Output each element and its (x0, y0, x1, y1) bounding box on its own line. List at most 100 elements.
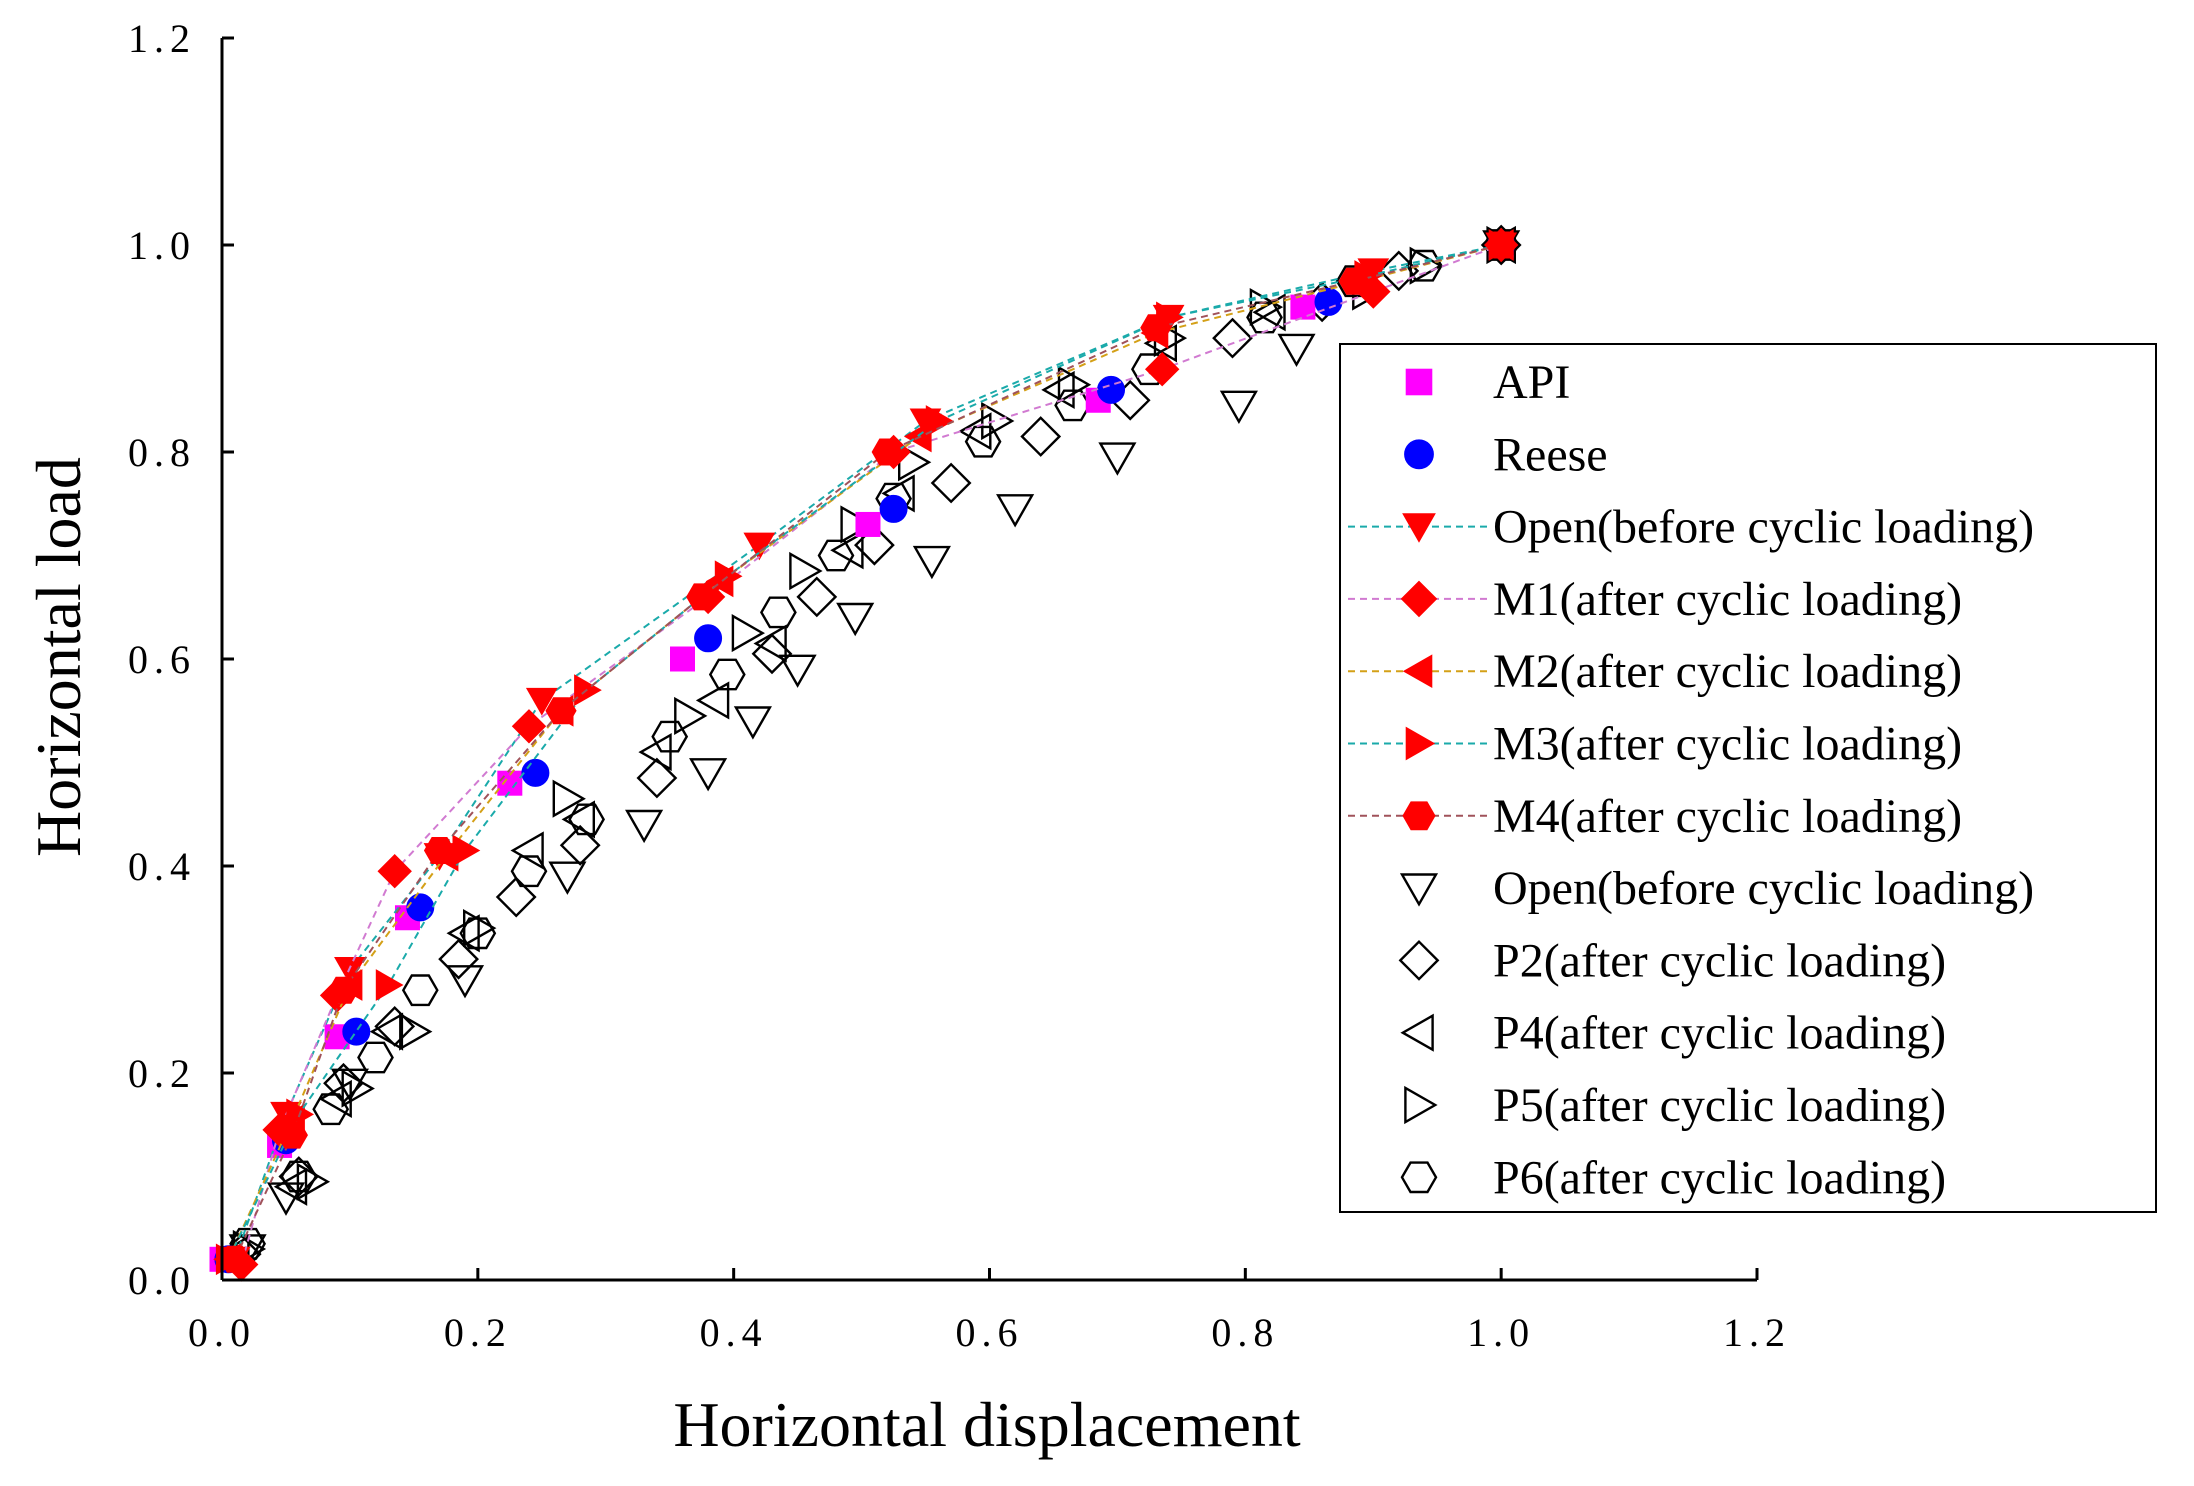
x-tick-label: 0.0 (188, 1310, 256, 1355)
data-point (559, 824, 601, 866)
data-point (760, 596, 797, 629)
legend-marker (1402, 801, 1436, 831)
legend-item: Reese (1404, 428, 1608, 481)
series-2 (218, 232, 1518, 1275)
data-point (1097, 375, 1126, 404)
data-point (369, 1012, 404, 1051)
y-axis-title: Horizontal load (23, 457, 94, 857)
legend-label: M1(after cyclic loading) (1493, 573, 1962, 626)
axes: 0.0 0.2 0.4 0.6 0.8 1.0 1.2 0.0 0.2 0.4 0.6 0.8 1.0 1… (128, 16, 1791, 1355)
data-point (511, 709, 547, 744)
x-tick-label: 1.0 (1467, 1310, 1535, 1355)
data-point (219, 1245, 251, 1273)
data-point (731, 614, 766, 653)
data-point (459, 917, 497, 950)
data-point (778, 654, 817, 688)
data-point (981, 401, 1015, 441)
legend-marker (1400, 580, 1438, 618)
data-point (561, 800, 595, 839)
legend-label: API (1493, 356, 1570, 409)
legend-label: P2(after cyclic loading) (1493, 934, 1946, 987)
legend-item: P5(after cyclic loading) (1404, 1079, 1946, 1132)
x-tick-label: 0.8 (1211, 1310, 1279, 1355)
data-point (636, 757, 678, 799)
legend-marker (1402, 513, 1436, 543)
data-point (694, 624, 723, 653)
data-point (280, 1160, 318, 1193)
legend-item: Open(before cyclic loading) (1348, 501, 2034, 554)
data-point (651, 720, 689, 753)
data-point (548, 861, 587, 895)
series-6 (219, 231, 1517, 1273)
data-point (1131, 353, 1168, 386)
series-10 (232, 225, 1520, 1269)
data-point (996, 494, 1035, 528)
y-tick-label: 0.0 (128, 1258, 196, 1303)
data-point (686, 583, 718, 611)
legend-label: P4(after cyclic loading) (1493, 1007, 1946, 1060)
data-point (695, 681, 730, 720)
legend-label: P5(after cyclic loading) (1493, 1079, 1946, 1132)
data-point (276, 1121, 308, 1149)
series-line (227, 244, 1502, 1260)
data-point (879, 494, 908, 523)
data-point (836, 602, 875, 637)
data-point (674, 696, 708, 735)
x-tick-label: 0.6 (956, 1310, 1024, 1355)
data-point (964, 425, 1002, 458)
data-point (1054, 389, 1091, 422)
data-point (670, 646, 695, 672)
y-tick-label: 0.6 (128, 637, 196, 682)
data-point (1485, 231, 1517, 259)
legend-marker (1402, 654, 1433, 689)
legend-item: Open(before cyclic loading) (1399, 862, 2034, 915)
data-point (830, 531, 864, 570)
data-point (273, 1167, 308, 1206)
data-point (1338, 267, 1370, 295)
data-point (1249, 288, 1284, 327)
legend-marker (1405, 368, 1433, 396)
data-point (318, 1079, 352, 1118)
data-point (312, 1093, 350, 1126)
data-point (1212, 317, 1253, 359)
legend-marker (1400, 1161, 1438, 1194)
legend-label: M4(after cyclic loading) (1493, 790, 1962, 843)
series-line (233, 244, 1502, 1260)
data-point (1057, 365, 1092, 404)
data-point (1290, 294, 1316, 320)
data-point (406, 893, 435, 922)
legend-item: P4(after cyclic loading) (1400, 1007, 1946, 1060)
legend-label: M2(after cyclic loading) (1493, 645, 1962, 698)
data-point (930, 462, 972, 504)
legend-marker (1398, 940, 1440, 981)
data-point (1219, 390, 1258, 425)
data-point (625, 809, 664, 844)
data-point (401, 974, 439, 1007)
data-point (1098, 442, 1137, 476)
legend: API Reese Open(before cyclic loading) M1(af… (1339, 343, 2157, 1213)
x-tick-label: 0.2 (444, 1310, 512, 1355)
data-point (510, 855, 548, 888)
legend-marker (1399, 873, 1439, 907)
data-point (341, 1069, 375, 1108)
data-point (1277, 333, 1316, 368)
data-point (753, 624, 787, 663)
series-line (240, 244, 1502, 1265)
plot-area (209, 224, 1522, 1282)
x-tick-label: 1.2 (1723, 1310, 1791, 1355)
data-point (1140, 314, 1172, 342)
series-line (233, 244, 1502, 1260)
series-9 (216, 225, 1517, 1274)
series-8 (220, 224, 1522, 1275)
data-point (912, 545, 951, 580)
data-point (552, 779, 586, 818)
x-axis-title: Horizontal displacement (673, 1389, 1301, 1460)
series-3 (223, 227, 1519, 1282)
y-tick-label: 1.2 (128, 16, 196, 61)
legend-item: P6(after cyclic loading) (1400, 1151, 1946, 1204)
data-point (495, 876, 537, 918)
legend-item: M2(after cyclic loading) (1348, 645, 1962, 698)
data-point (521, 758, 550, 787)
data-point (568, 803, 605, 836)
